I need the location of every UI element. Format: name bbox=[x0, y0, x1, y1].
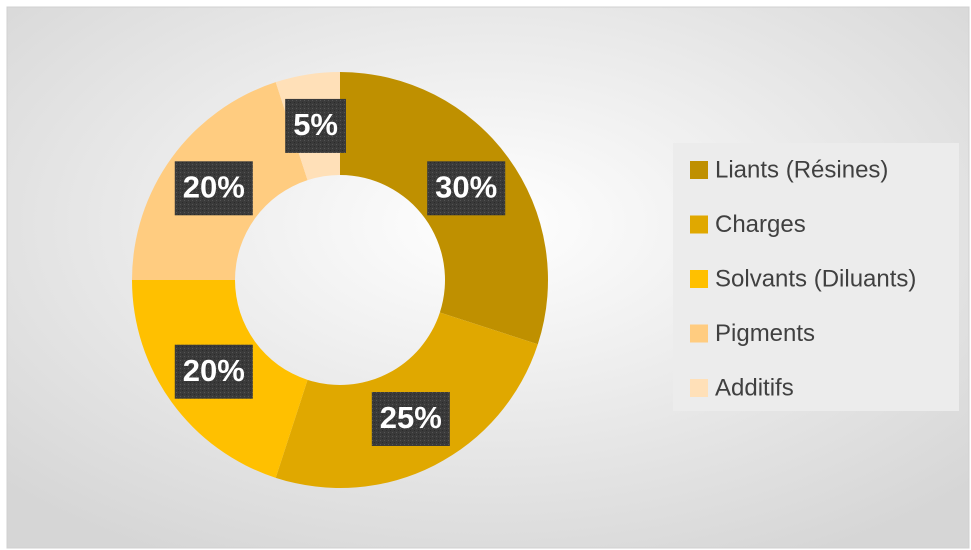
legend-swatch bbox=[690, 270, 708, 288]
value-label: 20% bbox=[183, 169, 245, 204]
legend-swatch bbox=[690, 215, 708, 234]
value-label: 25% bbox=[380, 400, 442, 435]
legend bbox=[673, 143, 959, 411]
value-label: 20% bbox=[183, 353, 245, 388]
legend-swatch bbox=[690, 379, 708, 397]
value-label: 5% bbox=[293, 107, 338, 142]
legend-label: Liants (Résines) bbox=[715, 156, 888, 183]
legend-label: Charges bbox=[715, 211, 806, 238]
legend-items: Liants (Résines) Charges Solvants (Diluant… bbox=[690, 156, 916, 401]
legend-swatch bbox=[690, 324, 708, 343]
legend-label: Additifs bbox=[715, 374, 794, 401]
legend-label: Pigments bbox=[715, 320, 815, 347]
value-label-box bbox=[427, 161, 506, 216]
legend-swatch bbox=[690, 161, 708, 179]
legend-label: Solvants (Diluants) bbox=[715, 265, 916, 292]
value-labels: 30% 25% 20% 20% 5% bbox=[174, 98, 506, 446]
value-label-box bbox=[285, 98, 347, 153]
value-label-box bbox=[174, 161, 253, 216]
value-label: 30% bbox=[435, 169, 497, 204]
value-label-box bbox=[174, 344, 253, 399]
value-label-box bbox=[371, 391, 450, 446]
